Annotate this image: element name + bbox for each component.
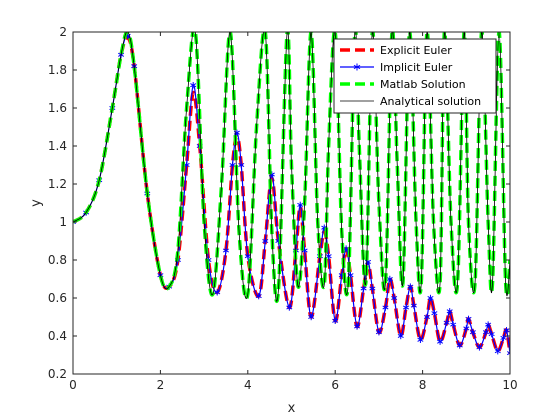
series-point-implicit-euler [297, 201, 304, 209]
series-point-implicit-euler [450, 321, 457, 328]
legend-label-implicit-euler: Implicit Euler [380, 61, 453, 74]
x-tick-label: 0 [69, 378, 77, 392]
series-point-implicit-euler [354, 323, 361, 330]
series-point-implicit-euler [506, 349, 510, 357]
series-point-implicit-euler [382, 304, 389, 311]
series-point-implicit-euler [375, 329, 382, 336]
series-point-implicit-euler [482, 329, 489, 336]
series-point-implicit-euler [500, 334, 507, 342]
series-point-implicit-euler [364, 258, 372, 266]
y-tick-label: 0.4 [48, 329, 67, 343]
y-tick-label: 0.6 [48, 291, 67, 305]
legend: Explicit Euler Implicit Euler Matlab Solut… [333, 38, 497, 114]
series-line-implicit-euler [73, 34, 510, 354]
series-point-implicit-euler [214, 289, 221, 296]
series-point-implicit-euler [229, 161, 236, 169]
series-layer [73, 32, 510, 357]
series-point-implicit-euler [423, 313, 431, 321]
y-tick-label: 1 [59, 215, 67, 229]
series-point-implicit-euler [476, 344, 483, 351]
series-point-implicit-euler [190, 82, 197, 89]
series-point-implicit-euler [503, 327, 510, 334]
series-point-implicit-euler [332, 317, 339, 324]
series-point-implicit-euler [369, 285, 376, 292]
y-tick-label: 1.8 [48, 63, 67, 77]
x-tick-label: 4 [244, 378, 252, 392]
series-point-implicit-euler [410, 302, 417, 309]
y-tick-label: 0.2 [48, 367, 67, 381]
x-axis-title: x [288, 401, 296, 416]
series-point-implicit-euler [308, 313, 315, 321]
series-point-implicit-euler [443, 319, 450, 326]
series-point-implicit-euler [431, 310, 438, 317]
series-point-implicit-euler [446, 308, 453, 315]
y-axis-title: y [29, 199, 44, 207]
series-point-implicit-euler [244, 253, 251, 260]
y-tick-label: 1.2 [48, 177, 67, 191]
legend-label-matlab-solution: Matlab Solution [380, 78, 466, 91]
series-point-implicit-euler [417, 336, 424, 343]
series-point-implicit-euler [465, 315, 472, 323]
legend-label-explicit-euler: Explicit Euler [380, 44, 452, 57]
x-tick-label: 10 [502, 378, 517, 392]
series-point-implicit-euler [360, 285, 367, 292]
series-point-implicit-euler [469, 329, 476, 336]
series-point-implicit-euler [485, 321, 492, 328]
series-line-analytical-solution [73, 32, 510, 302]
x-tick-label: 2 [157, 378, 165, 392]
series-point-implicit-euler [397, 332, 404, 340]
y-tick-label: 1.4 [48, 139, 67, 153]
axes-box [72, 31, 511, 375]
legend-label-analytical-solution: Analytical solution [380, 95, 481, 108]
series-point-implicit-euler [463, 325, 470, 332]
series-point-implicit-euler [437, 338, 444, 345]
tick-layer: 0 2 4 6 8 10 0.2 0.4 0.6 0.8 1 1.2 1.4 1.6 1.8 2 [48, 25, 518, 392]
series-point-implicit-euler [402, 304, 410, 311]
series-point-implicit-euler [386, 275, 393, 283]
y-tick-label: 0.8 [48, 253, 67, 267]
series-point-implicit-euler [255, 292, 262, 300]
legend-marker-implicit-euler [353, 63, 361, 71]
x-tick-label: 6 [331, 378, 339, 392]
series-point-implicit-euler [407, 283, 414, 290]
series-point-implicit-euler [427, 294, 434, 302]
series-point-implicit-euler [286, 304, 293, 311]
series-point-implicit-euler [262, 237, 269, 245]
series-point-implicit-euler [222, 247, 229, 254]
y-tick-label: 2 [59, 25, 67, 39]
y-tick-label: 1.6 [48, 101, 67, 115]
series-point-implicit-euler [488, 330, 495, 338]
series-point-implicit-euler [494, 348, 501, 355]
x-tick-label: 8 [419, 378, 427, 392]
series-point-implicit-euler [391, 294, 398, 302]
series-point-implicit-euler [456, 342, 463, 349]
series-point-implicit-euler [238, 161, 245, 169]
